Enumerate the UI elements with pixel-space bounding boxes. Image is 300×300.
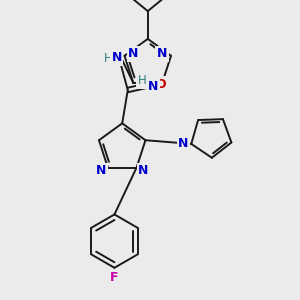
Text: H: H — [103, 52, 112, 65]
Text: N: N — [112, 51, 122, 64]
Text: N: N — [148, 80, 158, 93]
Text: H: H — [138, 74, 146, 87]
Text: N: N — [138, 164, 148, 177]
Text: N: N — [96, 164, 106, 177]
Text: F: F — [110, 271, 119, 284]
Text: O: O — [156, 78, 167, 91]
Text: N: N — [178, 137, 189, 150]
Text: N: N — [128, 47, 139, 60]
Text: N: N — [157, 47, 167, 60]
